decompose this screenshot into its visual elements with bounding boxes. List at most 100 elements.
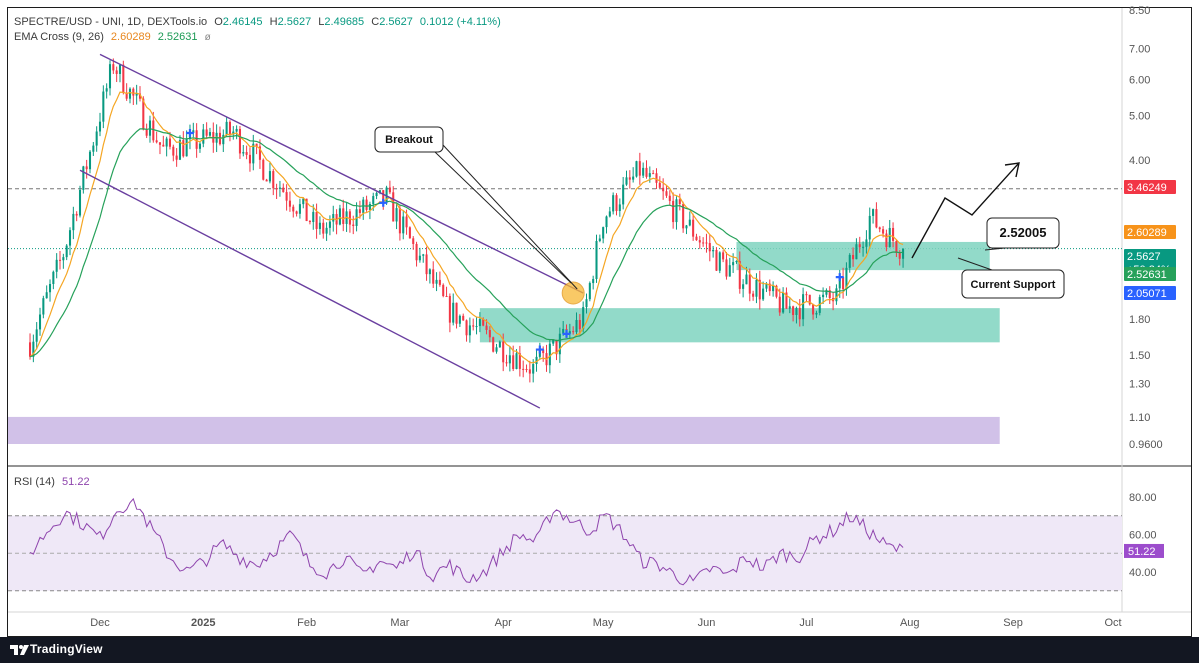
candle bbox=[522, 368, 525, 370]
candle bbox=[848, 254, 851, 268]
candle bbox=[745, 274, 748, 285]
candle bbox=[158, 142, 162, 145]
ema-slow-value: 2.52631 bbox=[157, 31, 198, 43]
candle bbox=[765, 283, 768, 289]
candle bbox=[88, 151, 92, 170]
price-tag-label: 2.05071 bbox=[1127, 288, 1167, 300]
candle bbox=[795, 307, 798, 315]
candle bbox=[85, 166, 88, 170]
candle bbox=[882, 229, 885, 234]
candle bbox=[715, 249, 718, 271]
candle bbox=[288, 200, 291, 207]
rsi-value: 51.22 bbox=[62, 476, 90, 488]
candle bbox=[255, 143, 258, 147]
candle bbox=[572, 331, 575, 333]
candle bbox=[705, 242, 708, 244]
candle bbox=[302, 198, 305, 205]
candle bbox=[555, 339, 558, 355]
candle bbox=[145, 129, 148, 136]
candle bbox=[622, 184, 625, 205]
candle bbox=[635, 161, 638, 177]
support-callout-box bbox=[961, 269, 1065, 299]
candle bbox=[242, 152, 245, 154]
candle bbox=[822, 294, 825, 298]
candle bbox=[82, 166, 85, 190]
candle bbox=[135, 93, 138, 96]
candle bbox=[725, 259, 728, 277]
candle bbox=[592, 279, 595, 284]
candle bbox=[462, 315, 465, 321]
ema-legend[interactable]: EMA Cross (9, 26) 2.60289 2.52631 ø bbox=[14, 30, 215, 45]
candle bbox=[472, 325, 475, 327]
low-label: L bbox=[318, 16, 325, 28]
tradingview-brand[interactable]: TradingView bbox=[30, 642, 103, 656]
candle bbox=[852, 254, 855, 260]
candle bbox=[835, 288, 838, 302]
candle bbox=[478, 319, 481, 327]
candle bbox=[72, 213, 75, 231]
candle bbox=[782, 292, 785, 313]
candle bbox=[888, 227, 891, 248]
candle bbox=[645, 167, 648, 177]
candle bbox=[678, 199, 681, 205]
candle bbox=[548, 343, 551, 366]
ema-cross-marker bbox=[185, 128, 194, 137]
candle bbox=[32, 341, 35, 357]
projection-arrow bbox=[911, 163, 1019, 259]
candle bbox=[638, 161, 641, 176]
chart-frame bbox=[7, 7, 1192, 637]
rsi-legend[interactable]: RSI (14) 51.22 bbox=[14, 475, 94, 489]
candle bbox=[382, 190, 385, 203]
candle bbox=[325, 227, 328, 234]
time-axis-tick: 2025 bbox=[191, 617, 215, 629]
candle bbox=[642, 167, 645, 176]
candle bbox=[828, 290, 831, 299]
candle bbox=[652, 173, 655, 175]
price-tag-label: 3.46249 bbox=[1127, 182, 1167, 194]
candle bbox=[532, 364, 535, 374]
candle bbox=[805, 294, 808, 296]
candle bbox=[492, 337, 495, 352]
candle bbox=[748, 274, 751, 294]
candle bbox=[608, 211, 611, 217]
candle bbox=[435, 279, 438, 284]
candle bbox=[172, 146, 175, 156]
candle bbox=[665, 191, 668, 196]
candle bbox=[432, 269, 435, 284]
candle bbox=[502, 341, 505, 363]
candle bbox=[412, 238, 415, 244]
candle bbox=[558, 333, 561, 355]
price-tag bbox=[1124, 267, 1176, 281]
candle bbox=[595, 240, 598, 280]
tradingview-logo-icon[interactable] bbox=[10, 643, 30, 657]
candle bbox=[495, 347, 498, 352]
candle bbox=[752, 293, 755, 297]
candle bbox=[785, 292, 788, 309]
ema-cross-marker bbox=[535, 345, 544, 354]
breakout-callout-label: Breakout bbox=[385, 134, 433, 146]
candle bbox=[442, 284, 445, 297]
candle bbox=[152, 120, 155, 141]
candle bbox=[332, 214, 335, 222]
candle bbox=[408, 227, 411, 239]
candle bbox=[588, 283, 591, 300]
candle bbox=[798, 307, 801, 320]
candle bbox=[902, 248, 905, 259]
candle bbox=[372, 196, 375, 204]
candle bbox=[508, 355, 511, 364]
candle bbox=[165, 138, 168, 147]
candle bbox=[128, 88, 132, 99]
symbol-legend[interactable]: SPECTRE/USD - UNI, 1D, DEXTools.io O2.46… bbox=[14, 15, 505, 29]
eye-off-icon[interactable]: ø bbox=[204, 32, 211, 43]
candles-layer bbox=[28, 58, 905, 383]
candle bbox=[155, 140, 158, 143]
candle bbox=[125, 92, 128, 99]
candle bbox=[518, 353, 521, 369]
rsi-value-tag bbox=[1124, 543, 1164, 558]
high-label: H bbox=[269, 16, 278, 28]
breakout-callout-box bbox=[374, 126, 444, 153]
candle bbox=[272, 171, 275, 189]
candle bbox=[115, 70, 118, 74]
